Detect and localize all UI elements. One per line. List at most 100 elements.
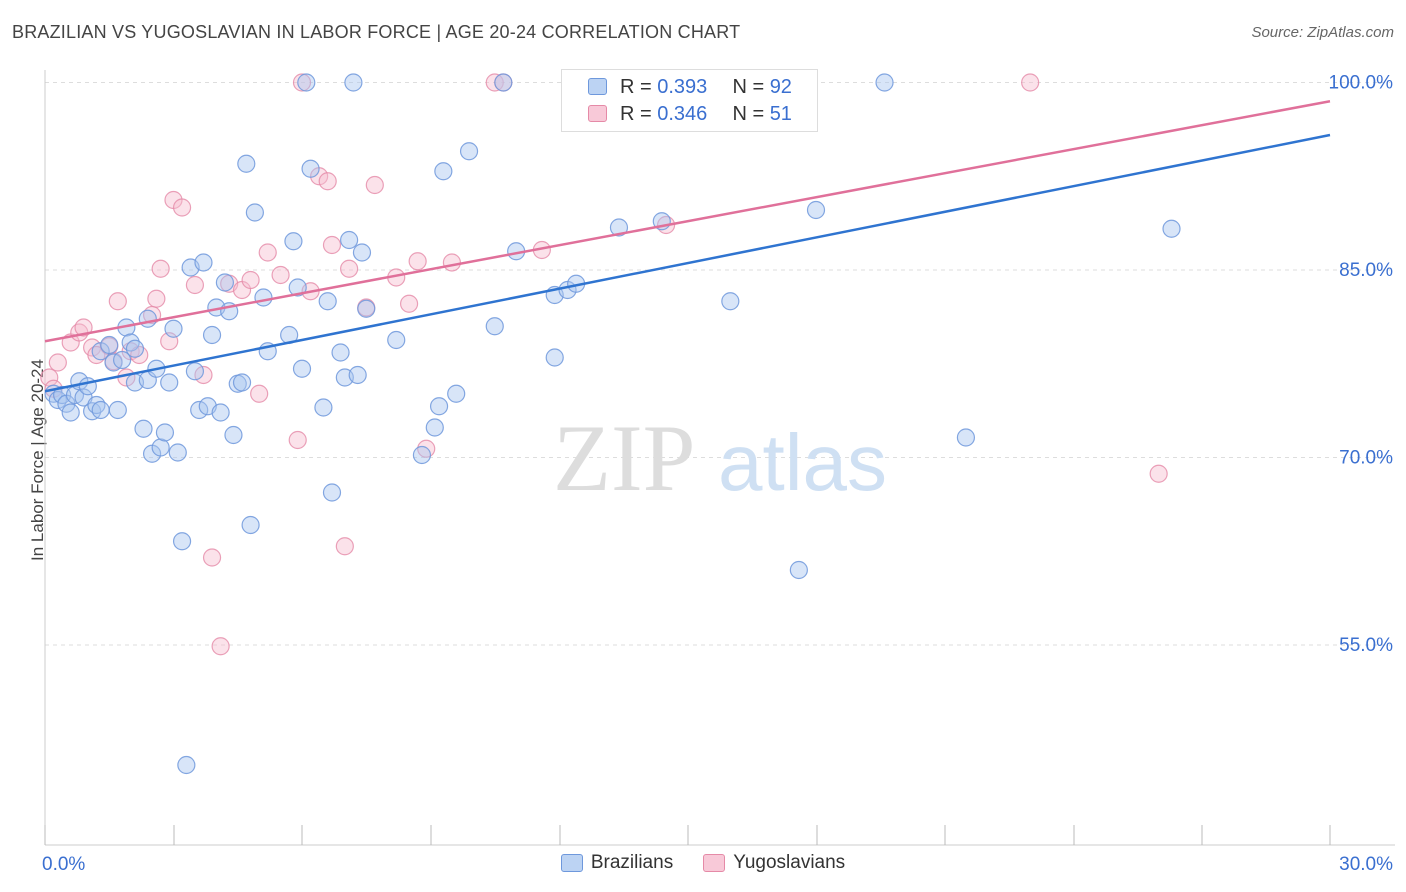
yugoslavian-point [1149, 464, 1168, 483]
yugoslavian-point [271, 265, 290, 285]
y-tick-label: 100.0% [1329, 73, 1394, 94]
brazilian-point [387, 330, 406, 350]
brazilian-point [151, 438, 170, 457]
n-value: 92 [769, 76, 792, 98]
brazilian-point [348, 365, 367, 385]
brazilian-point [53, 385, 72, 405]
chart-title: BRAZILIAN VS YUGOSLAVIAN IN LABOR FORCE … [12, 22, 741, 42]
x-tick-label: 0.0% [42, 854, 85, 875]
yugoslavian-point [172, 198, 192, 217]
watermark-atlas: atlas [718, 418, 887, 507]
legend: Brazilians Yugoslavians [0, 852, 1406, 874]
stats-row-yugoslavians: R = 0.346 N = 51 [620, 103, 792, 126]
brazilian-point [806, 200, 826, 220]
legend-label-yugoslavians: Yugoslavians [733, 852, 846, 873]
r-label: R = [620, 76, 652, 98]
yugoslavian-point [211, 637, 230, 656]
watermark: ZIP atlas [553, 405, 887, 511]
brazilian-point [494, 73, 513, 92]
source-label: Source: ZipAtlas.com [1251, 24, 1394, 41]
yugoslavians-trend-line [44, 100, 1331, 343]
yugoslavian-point [1021, 73, 1040, 92]
stats-swatch-brazilians [588, 78, 607, 95]
brazilian-point [297, 73, 316, 92]
brazilian-point [789, 560, 808, 580]
yugoslavian-point [48, 353, 67, 372]
yugoslavian-point [442, 253, 462, 272]
brazilian-point [91, 400, 110, 420]
yugoslavian-point [250, 384, 269, 403]
brazilian-point [292, 359, 312, 378]
brazilian-point [211, 403, 230, 422]
yugoslavian-point [147, 289, 166, 308]
brazilian-point [434, 162, 453, 181]
brazilian-point [875, 73, 894, 92]
r-value: 0.346 [657, 103, 708, 125]
yugoslavian-point [258, 243, 277, 262]
brazilian-point [956, 428, 976, 447]
y-tick-label: 55.0% [1339, 635, 1393, 656]
yugoslavian-point [292, 73, 312, 92]
legend-item-yugoslavians[interactable]: Yugoslavians [703, 852, 845, 874]
yugoslavian-point [108, 292, 127, 311]
legend-swatch-brazilians [560, 854, 583, 872]
brazilian-point [1162, 219, 1181, 238]
brazilian-point [112, 350, 132, 370]
brazilian-point [284, 232, 303, 251]
yugoslavian-point [399, 294, 419, 313]
brazilian-point [318, 292, 337, 311]
brazilian-point [301, 159, 320, 178]
yugoslavian-point [74, 318, 93, 337]
brazilian-point [322, 483, 342, 502]
brazilian-point [168, 443, 187, 462]
brazilian-point [134, 419, 153, 438]
x-tick-labels: 0.0% 30.0% [42, 854, 1393, 875]
yugoslavian-point [288, 430, 307, 450]
brazilian-point [609, 218, 629, 237]
y-tick-label: 85.0% [1339, 260, 1393, 281]
stats-box: R = 0.393 N = 92 R = 0.346 N = 51 [561, 69, 818, 132]
legend-item-brazilians[interactable]: Brazilians [560, 852, 673, 874]
yugoslavians-points [40, 73, 1168, 656]
brazilian-point [237, 154, 256, 173]
trend-lines [44, 100, 1331, 393]
r-label: R = [620, 103, 652, 125]
yugoslavian-point [322, 235, 342, 255]
brazilian-point [185, 362, 205, 381]
brazilian-point [314, 398, 333, 417]
yugoslavian-point [241, 270, 260, 290]
brazilian-point [194, 253, 213, 272]
yugoslavian-point [185, 275, 205, 295]
yugoslavian-point [335, 537, 354, 556]
brazilian-point [447, 384, 466, 403]
brazilian-point [155, 423, 175, 442]
x-tick-label: 30.0% [1339, 854, 1393, 875]
brazilian-point [545, 348, 564, 367]
brazilian-point [459, 142, 479, 161]
brazilian-point [412, 445, 432, 465]
brazilian-point [241, 515, 260, 535]
stats-row-brazilians: R = 0.393 N = 92 [620, 76, 792, 99]
brazilian-point [254, 288, 273, 307]
brazilian-point [202, 325, 222, 345]
n-label: N = [732, 76, 765, 98]
brazilian-point [357, 299, 376, 318]
legend-swatch-yugoslavians [703, 854, 726, 872]
brazilian-point [425, 418, 444, 437]
axes [44, 70, 1395, 846]
brazilian-point [172, 532, 192, 551]
yugoslavian-point [151, 259, 170, 278]
n-label: N = [732, 103, 765, 125]
yugoslavian-point [318, 172, 337, 191]
brazilian-point [108, 400, 127, 420]
brazilian-point [232, 373, 252, 392]
yugoslavian-point [202, 548, 222, 567]
brazilian-point [288, 278, 307, 297]
brazilian-point [164, 319, 183, 338]
y-tick-label: 70.0% [1339, 448, 1393, 469]
brazilian-point [485, 317, 504, 336]
y-tick-labels: 55.0% 70.0% 85.0% 100.0% [1329, 73, 1394, 657]
brazilian-point [331, 343, 350, 362]
brazilian-point [100, 335, 119, 355]
